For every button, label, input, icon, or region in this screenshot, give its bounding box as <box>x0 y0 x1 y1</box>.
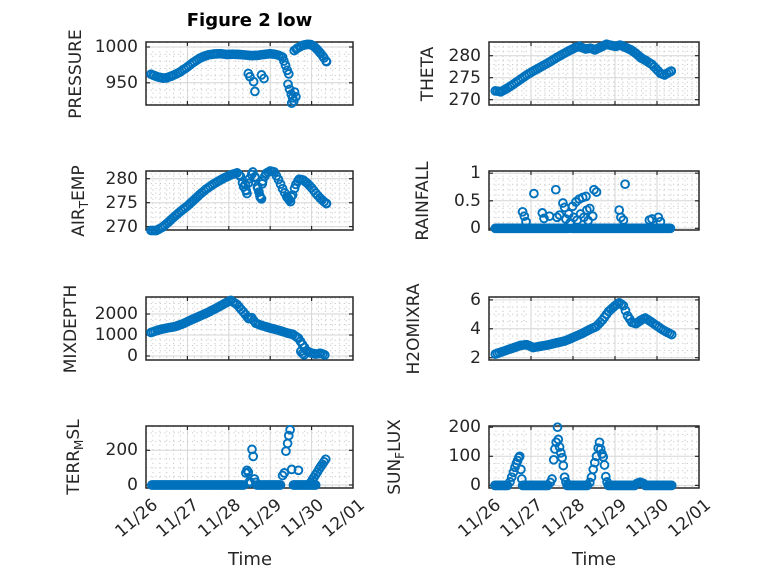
x-axis-label-left: Time <box>227 549 273 570</box>
x-tick-label: 11/28 <box>194 495 245 542</box>
markers <box>490 179 676 234</box>
y-tick-label: 200 <box>105 440 138 461</box>
y-tick-label: 2000 <box>94 304 138 324</box>
y-tick-label: 200 <box>448 417 481 438</box>
y-tick-label: 4 <box>470 318 481 339</box>
y-tick-label: 0 <box>127 346 138 366</box>
y-axis-label-text: SL <box>64 419 84 440</box>
y-tick-label: 0 <box>470 475 481 496</box>
markers <box>146 39 332 109</box>
chart-plot-pressure <box>145 39 354 109</box>
y-tick-label: 2 <box>470 347 481 368</box>
x-tick-label: 11/28 <box>538 495 589 542</box>
y-tick-label: 6 <box>470 289 481 310</box>
x-tick-label: 11/27 <box>152 495 204 542</box>
markers <box>490 39 677 97</box>
y-axis-label: SUNFLUX <box>385 419 407 495</box>
chart-plot-h2omixra <box>488 296 700 361</box>
x-tick-label: 11/30 <box>277 495 328 542</box>
x-tick-label: 11/27 <box>496 495 547 542</box>
plot-box <box>488 41 700 106</box>
markers <box>146 424 331 490</box>
y-tick-label: 100 <box>448 446 481 467</box>
y-axis-label-text: LUX <box>385 419 405 452</box>
y-axis-label-subscript: F <box>393 451 407 459</box>
plot-box <box>488 425 700 489</box>
y-tick-label: 0 <box>127 475 138 496</box>
markers <box>146 295 330 360</box>
markers <box>146 166 332 236</box>
markers <box>490 422 677 491</box>
chart-plot-theta <box>488 39 700 106</box>
chart-plot-terr_msl <box>145 424 354 490</box>
chart-plot-rainfall <box>488 170 700 234</box>
y-tick-label: 270 <box>105 216 138 237</box>
chart-plot-mixdepth <box>145 295 354 361</box>
y-tick-label: 1000 <box>94 325 138 345</box>
chart-plot-air_temp <box>145 166 354 236</box>
plot-box <box>145 41 354 106</box>
x-tick-label: 11/29 <box>580 495 631 542</box>
x-tick-label: 11/26 <box>111 495 162 542</box>
x-axis-label-right: Time <box>571 549 617 570</box>
y-tick-label: 275 <box>448 67 481 88</box>
markers <box>490 297 677 359</box>
y-tick-label: 0.5 <box>453 190 481 211</box>
x-tick-label: 12/01 <box>318 495 369 542</box>
y-tick-label: 270 <box>448 89 481 110</box>
y-tick-label: 1 <box>470 163 481 184</box>
x-tick-label: 12/01 <box>664 495 715 542</box>
y-tick-label: 1000 <box>94 37 138 57</box>
y-tick-label: 950 <box>105 72 138 93</box>
x-tick-label: 11/26 <box>454 495 505 542</box>
plot-box <box>145 425 354 489</box>
y-tick-label: 0 <box>470 218 481 239</box>
x-tick-label: 11/29 <box>235 495 287 542</box>
x-tick-label: 11/30 <box>622 495 673 542</box>
y-axis-label-text: SUN <box>385 458 405 495</box>
y-tick-label: 275 <box>105 192 138 213</box>
y-tick-label: 280 <box>448 45 481 66</box>
figure-title: Figure 2 low <box>186 10 313 31</box>
chart-plot-sun_flux <box>488 422 700 491</box>
plot-box <box>145 296 354 361</box>
y-tick-label: 280 <box>105 168 138 189</box>
